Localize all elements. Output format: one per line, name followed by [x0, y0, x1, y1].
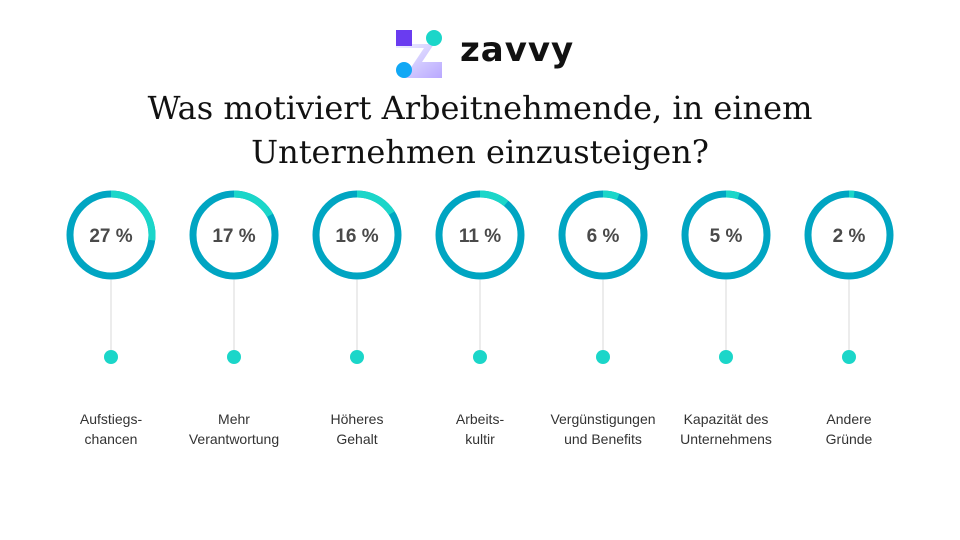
- marker-dot: [104, 350, 118, 364]
- category-label: Mehr Verantwortung: [169, 409, 299, 449]
- category-label-line: Vergünstigungen: [550, 411, 656, 427]
- zavvy-logo: [396, 30, 442, 78]
- category-label: Arbeits-kultir: [415, 409, 545, 449]
- ring-segment: [435, 190, 525, 280]
- marker-dot: [350, 350, 364, 364]
- page-title: Was motiviert Arbeitnehmende, in einem Un…: [0, 86, 960, 174]
- category-label-line: Höheres: [330, 411, 384, 427]
- category-label-line: Arbeits-: [455, 411, 505, 427]
- ring-segment: [804, 190, 894, 280]
- value-label: 11 %: [459, 226, 501, 247]
- category-label: Andere Gründe: [784, 409, 914, 449]
- category-label-line: Verantwortung: [188, 431, 280, 447]
- category-label-line: Aufstiegs-: [79, 411, 143, 427]
- ring-segment: [189, 190, 279, 280]
- ring-segment: [66, 190, 156, 280]
- value-label: 16 %: [335, 226, 378, 247]
- ring-segment: [312, 190, 402, 280]
- title-line-2: Unternehmen einzusteigen?: [251, 133, 709, 171]
- marker-dot: [719, 350, 733, 364]
- marker-dot: [842, 350, 856, 364]
- category-label-line: Unternehmens: [680, 431, 772, 447]
- category-label: Vergünstigungen und Benefits: [538, 409, 668, 449]
- category-label-line: chancen: [84, 431, 138, 447]
- category-label-line: Andere: [826, 411, 872, 427]
- category-label: Kapazität des Unternehmens: [661, 409, 791, 449]
- brand-name: zavvy: [460, 30, 575, 70]
- category-label-line: Gehalt: [336, 431, 378, 447]
- value-label: 17 %: [212, 226, 255, 247]
- ring-segment: [681, 190, 771, 280]
- title-line-1: Was motiviert Arbeitnehmende, in einem: [147, 89, 813, 127]
- value-label: 27 %: [89, 226, 132, 247]
- category-label-line: kultir: [465, 431, 495, 447]
- marker-dot: [227, 350, 241, 364]
- value-label: 2 %: [833, 226, 866, 247]
- value-label: 5 %: [710, 226, 743, 247]
- category-label-line: Kapazität des: [683, 411, 769, 427]
- marker-dot: [473, 350, 487, 364]
- category-label: Höheres Gehalt: [292, 409, 422, 449]
- value-label: 6 %: [587, 226, 620, 247]
- category-label-line: und Benefits: [564, 431, 642, 447]
- category-label: Aufstiegs-chancen: [46, 409, 176, 449]
- category-label-line: Mehr: [218, 411, 250, 427]
- marker-dot: [596, 350, 610, 364]
- category-label-line: Gründe: [825, 431, 873, 447]
- ring-segment: [558, 190, 648, 280]
